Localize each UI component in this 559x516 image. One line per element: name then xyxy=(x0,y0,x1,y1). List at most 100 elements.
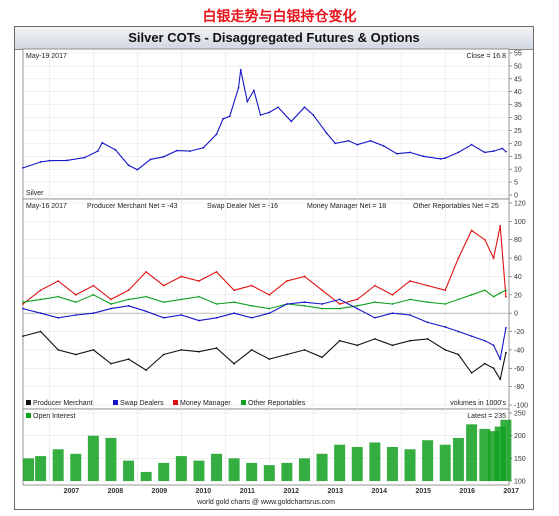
cot-header-2: Money Manager Net = 18 xyxy=(307,203,386,210)
producer-merchant-line-point-29 xyxy=(499,378,502,381)
producer-merchant-line-point-10 xyxy=(198,350,200,353)
other-reportables-line-point-3 xyxy=(74,301,77,304)
money-manager-line-point-27 xyxy=(483,238,486,241)
swap-dealers-line-point-24 xyxy=(444,326,447,328)
swap-dealers-line-point-23 xyxy=(426,321,429,324)
producer-merchant-line-point-1 xyxy=(39,330,42,333)
producer-merchant-line-point-16 xyxy=(303,349,306,351)
other-reportables-line-point-5 xyxy=(110,303,112,305)
x-tick-label-2008: 2008 xyxy=(108,488,124,495)
money-manager-line-point-19 xyxy=(356,298,359,301)
other-reportables-line-point-18 xyxy=(338,307,341,310)
money-manager-line-point-14 xyxy=(268,293,271,296)
swap-dealers-line-point-3 xyxy=(74,314,77,316)
cot-y-tick-label-10: 100 xyxy=(514,219,526,226)
price-y-tick-label-0: 0 xyxy=(514,193,518,200)
producer-merchant-line-point-11 xyxy=(215,347,218,349)
x-tick-label-2012: 2012 xyxy=(284,488,300,495)
producer-merchant-line-point-19 xyxy=(356,344,359,347)
open-interest-bar-21 xyxy=(386,447,398,481)
other-reportables-line-point-7 xyxy=(145,295,148,298)
producer-merchant-line-point-17 xyxy=(321,356,323,359)
producer-merchant-line-point-6 xyxy=(127,358,130,360)
other-reportables-line-point-4 xyxy=(92,293,95,296)
swap-dealers-line-point-28 xyxy=(492,344,495,347)
price-y-tick-label-5: 25 xyxy=(514,128,522,135)
money-manager-line-point-15 xyxy=(285,280,288,282)
silver-price-line-point-10 xyxy=(149,158,152,161)
swap-dealers-line-point-0 xyxy=(22,307,24,310)
open-interest-bar-16 xyxy=(298,458,310,481)
swap-dealers-line-point-16 xyxy=(303,301,306,304)
open-interest-bar-23 xyxy=(422,440,434,481)
open-interest-bar-7 xyxy=(140,471,152,481)
silver-price-line-point-44 xyxy=(505,150,507,153)
oi-legend-label: Open Interest xyxy=(33,413,75,420)
silver-price-line-point-5 xyxy=(96,150,99,153)
chart-canvas: 0 5 10 15 20 25 30 35 40 45 50 55 -100 -80 -60 -40 -20 0 2… xyxy=(22,48,528,506)
money-manager-line-point-25 xyxy=(457,257,460,259)
x-tick-label-2014: 2014 xyxy=(371,488,387,495)
silver-price-line-point-19 xyxy=(239,68,242,71)
oi-y-tick-label-2: 200 xyxy=(514,433,526,440)
producer-merchant-line-point-25 xyxy=(457,353,460,356)
silver-price-line-point-7 xyxy=(114,148,117,151)
other-reportables-line-point-22 xyxy=(409,298,411,301)
price-y-tick-label-8: 40 xyxy=(514,89,522,96)
silver-price-line-point-2 xyxy=(48,159,51,162)
cot-y-tick-label-9: 80 xyxy=(514,237,522,244)
producer-merchant-line-point-5 xyxy=(110,362,112,365)
open-interest-bar-19 xyxy=(351,447,363,481)
swap-dealers-line-point-8 xyxy=(162,316,165,319)
swap-dealers-line-point-9 xyxy=(180,314,183,316)
swap-dealers-line-point-29 xyxy=(499,358,502,360)
other-reportables-line-point-13 xyxy=(250,304,253,307)
price-close-label: Close = 16.8 xyxy=(467,53,507,60)
open-interest-bar-12 xyxy=(228,458,240,481)
open-interest-bar-2 xyxy=(52,449,64,481)
silver-price-line-point-31 xyxy=(356,143,359,146)
producer-merchant-line-point-4 xyxy=(92,349,95,351)
money-manager-line-point-23 xyxy=(426,284,429,287)
swap-dealers-line-point-17 xyxy=(321,303,323,305)
price-y-tick-label-4: 20 xyxy=(514,141,522,148)
other-reportables-line-point-21 xyxy=(391,303,394,305)
silver-price-line-point-3 xyxy=(66,159,68,162)
other-reportables-line-point-10 xyxy=(198,295,200,298)
silver-price-line-point-0 xyxy=(22,166,24,169)
producer-merchant-line-point-9 xyxy=(180,349,183,351)
silver-price-line-point-1 xyxy=(39,161,42,163)
price-y-tick-label-9: 45 xyxy=(514,76,522,83)
producer-merchant-line-point-8 xyxy=(162,353,165,356)
x-tick-label-2013: 2013 xyxy=(327,488,343,495)
producer-merchant-line-point-2 xyxy=(57,349,60,351)
price-y-tick-label-3: 15 xyxy=(514,154,522,161)
open-interest-bar-17 xyxy=(316,453,328,481)
cot-legend-swatch-2 xyxy=(173,400,178,405)
x-tick-label-2017: 2017 xyxy=(503,488,519,495)
price-y-tick-label-10: 50 xyxy=(514,63,522,70)
silver-price-line-point-24 xyxy=(277,106,279,109)
cot-legend-label-2: Money Manager xyxy=(180,400,231,407)
silver-price-line-point-23 xyxy=(268,111,271,114)
silver-price-line-point-39 xyxy=(457,151,460,154)
producer-merchant-line-point-28 xyxy=(492,367,495,370)
money-manager-line-point-20 xyxy=(373,284,376,287)
producer-merchant-line-point-12 xyxy=(233,362,236,365)
other-reportables-line-point-1 xyxy=(39,298,42,301)
producer-merchant-line-point-15 xyxy=(285,353,288,356)
swap-dealers-line-point-27 xyxy=(483,339,486,342)
silver-price-line-point-26 xyxy=(303,106,306,109)
silver-price-line-point-40 xyxy=(470,143,473,146)
swap-dealers-line-point-22 xyxy=(409,314,411,316)
cot-legend-swatch-1 xyxy=(113,400,118,405)
producer-merchant-line-point-18 xyxy=(338,339,341,342)
cot-y-tick-label-3: -40 xyxy=(514,347,524,354)
swap-dealers-line-point-20 xyxy=(373,316,376,319)
x-tick-label-2009: 2009 xyxy=(152,488,168,495)
swap-dealers-line-point-5 xyxy=(110,307,112,310)
swap-dealers-line-point-13 xyxy=(250,316,253,319)
cot-legend-label-0: Producer Merchant xyxy=(33,400,93,407)
cot-y-tick-label-8: 60 xyxy=(514,256,522,263)
silver-price-line-point-33 xyxy=(382,145,385,147)
